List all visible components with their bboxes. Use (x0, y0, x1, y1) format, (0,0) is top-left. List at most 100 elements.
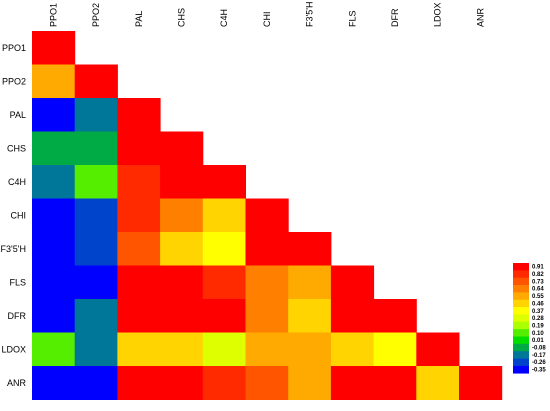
heatmap-cell-ANR-PAL (117, 366, 161, 400)
heatmap-cell-DFR-C4H (202, 299, 246, 333)
legend-swatch-5 (513, 299, 529, 308)
legend-swatch-11 (513, 343, 529, 352)
heatmap-cell-PPO2-PPO1 (32, 64, 76, 99)
legend-swatch-13 (513, 358, 529, 367)
row-label-9: LDOX (1, 344, 26, 354)
color-legend: 0.910.820.73 0.640.550.46 0.370.280.19 0.10… (513, 263, 546, 374)
legend-label-10: 0.01 (532, 338, 544, 344)
legend-swatch-8 (513, 321, 529, 330)
heatmap-cell-LDOX-PPO2 (74, 332, 118, 367)
heatmap-cell-LDOX-PAL (117, 332, 161, 367)
heatmap-cell-ANR-PPO1 (32, 366, 76, 400)
column-label-9: LDOX (433, 2, 443, 27)
heatmap-cell-DFR-DFR (373, 299, 417, 333)
heatmap-cell-F3'5'H-PPO2 (74, 232, 118, 266)
heatmap-cell-LDOX-DFR (373, 332, 417, 367)
row-label-8: DFR (8, 311, 27, 321)
row-label-6: F3'5'H (1, 244, 26, 254)
column-label-3: CHS (176, 8, 186, 27)
heatmap-cell-FLS-FLS (330, 265, 375, 300)
heatmap-cell-CHS-PPO2 (74, 131, 118, 166)
row-label-4: C4H (8, 177, 26, 187)
heatmap-cell-C4H-CHS (160, 165, 204, 199)
heatmap-cell-DFR-PPO1 (32, 299, 76, 333)
legend-label-6: 0.37 (532, 309, 544, 315)
legend-swatch-14 (513, 365, 529, 374)
row-label-0: PPO1 (2, 43, 26, 53)
heatmap-cell-F3'5'H-PPO1 (32, 232, 76, 266)
column-labels: PPO1 PPO2 PAL CHS C4H CHI F3'5'H FLS DFR LDOX ANR (48, 2, 485, 27)
heatmap-cell-DFR-PPO2 (74, 299, 118, 333)
legend-swatch-3 (513, 285, 529, 293)
column-label-10: ANR (475, 7, 485, 27)
column-label-6: F3'5'H (305, 2, 315, 27)
heatmap-cell-F3'5'H-CHI (245, 232, 289, 266)
heatmap-cell-LDOX-F3'5'H (288, 332, 332, 367)
heatmap-cell-CHI-C4H (202, 198, 246, 233)
row-label-5: CHI (11, 210, 27, 220)
heatmap-cell-DFR-CHI (245, 299, 289, 333)
heatmap-cell-FLS-PPO2 (74, 265, 118, 300)
heatmap-cell-LDOX-FLS (330, 332, 375, 367)
legend-swatch-9 (513, 329, 529, 337)
heatmap-cell-ANR-PPO2 (74, 366, 118, 400)
heatmap-cell-CHS-PPO1 (32, 131, 76, 166)
heatmap-cell-PPO2-PPO2 (74, 64, 118, 99)
heatmap-cell-ANR-CHI (245, 366, 289, 400)
heatmap-cell-C4H-PAL (117, 165, 161, 199)
legend-swatch-0 (513, 263, 529, 271)
heatmap-cell-PPO1-PPO1 (32, 31, 76, 65)
legend-label-1: 0.82 (532, 272, 544, 278)
legend-swatch-12 (513, 351, 529, 359)
heatmap-cell-C4H-C4H (202, 165, 246, 199)
row-label-10: ANR (7, 378, 27, 388)
legend-swatch-2 (513, 277, 529, 286)
column-label-8: DFR (390, 8, 400, 27)
legend-label-12: -0.17 (532, 353, 546, 359)
heatmap-cell-FLS-CHS (160, 265, 204, 300)
column-label-4: C4H (219, 9, 229, 27)
column-label-7: FLS (347, 10, 357, 27)
legend-swatch-1 (513, 270, 529, 278)
legend-swatch-7 (513, 314, 529, 323)
legend-label-2: 0.73 (532, 279, 544, 285)
row-labels: PPO1 PPO2 PAL CHS C4H CHI F3'5'H FLS DFR LDOX ANR (1, 43, 27, 388)
heatmap-cell-CHI-PAL (117, 198, 161, 233)
heatmap-cell-PAL-PPO1 (32, 98, 76, 132)
heatmap-cell-LDOX-LDOX (416, 332, 460, 367)
heatmap-cell-FLS-PPO1 (32, 265, 76, 300)
heatmap-cell-FLS-PAL (117, 265, 161, 300)
row-label-1: PPO2 (2, 76, 26, 86)
legend-swatch-4 (513, 292, 529, 301)
heatmap-cell-LDOX-CHI (245, 332, 289, 367)
heatmap-cell-LDOX-CHS (160, 332, 204, 367)
row-label-2: PAL (10, 110, 26, 120)
legend-label-14: -0.35 (532, 368, 546, 374)
heatmap-cell-CHS-PAL (117, 131, 161, 166)
heatmap-cell-FLS-CHI (245, 265, 289, 300)
heatmap-cell-ANR-F3'5'H (288, 366, 332, 400)
legend-label-4: 0.55 (532, 294, 544, 300)
legend-label-5: 0.46 (532, 301, 544, 307)
heatmap-cell-F3'5'H-PAL (117, 232, 161, 266)
legend-label-11: -0.08 (532, 346, 546, 352)
heatmap-cell-CHI-CHI (245, 198, 289, 233)
column-label-5: CHI (262, 12, 272, 28)
heatmap-cell-ANR-ANR (459, 366, 503, 400)
heatmap-cells (32, 31, 503, 400)
legend-swatch-10 (513, 336, 529, 345)
heatmap-cell-C4H-PPO1 (32, 165, 76, 199)
legend-label-8: 0.19 (532, 323, 544, 329)
heatmap-cell-LDOX-PPO1 (32, 332, 76, 367)
heatmap-cell-ANR-DFR (373, 366, 417, 400)
heatmap-cell-F3'5'H-C4H (202, 232, 246, 266)
row-label-3: CHS (7, 143, 26, 153)
legend-label-0: 0.91 (532, 265, 544, 271)
legend-label-13: -0.26 (532, 360, 546, 366)
heatmap-cell-FLS-F3'5'H (288, 265, 332, 300)
legend-label-9: 0.10 (532, 331, 544, 337)
heatmap-cell-CHI-PPO1 (32, 198, 76, 233)
legend-label-3: 0.64 (532, 287, 544, 293)
row-label-7: FLS (9, 277, 26, 287)
